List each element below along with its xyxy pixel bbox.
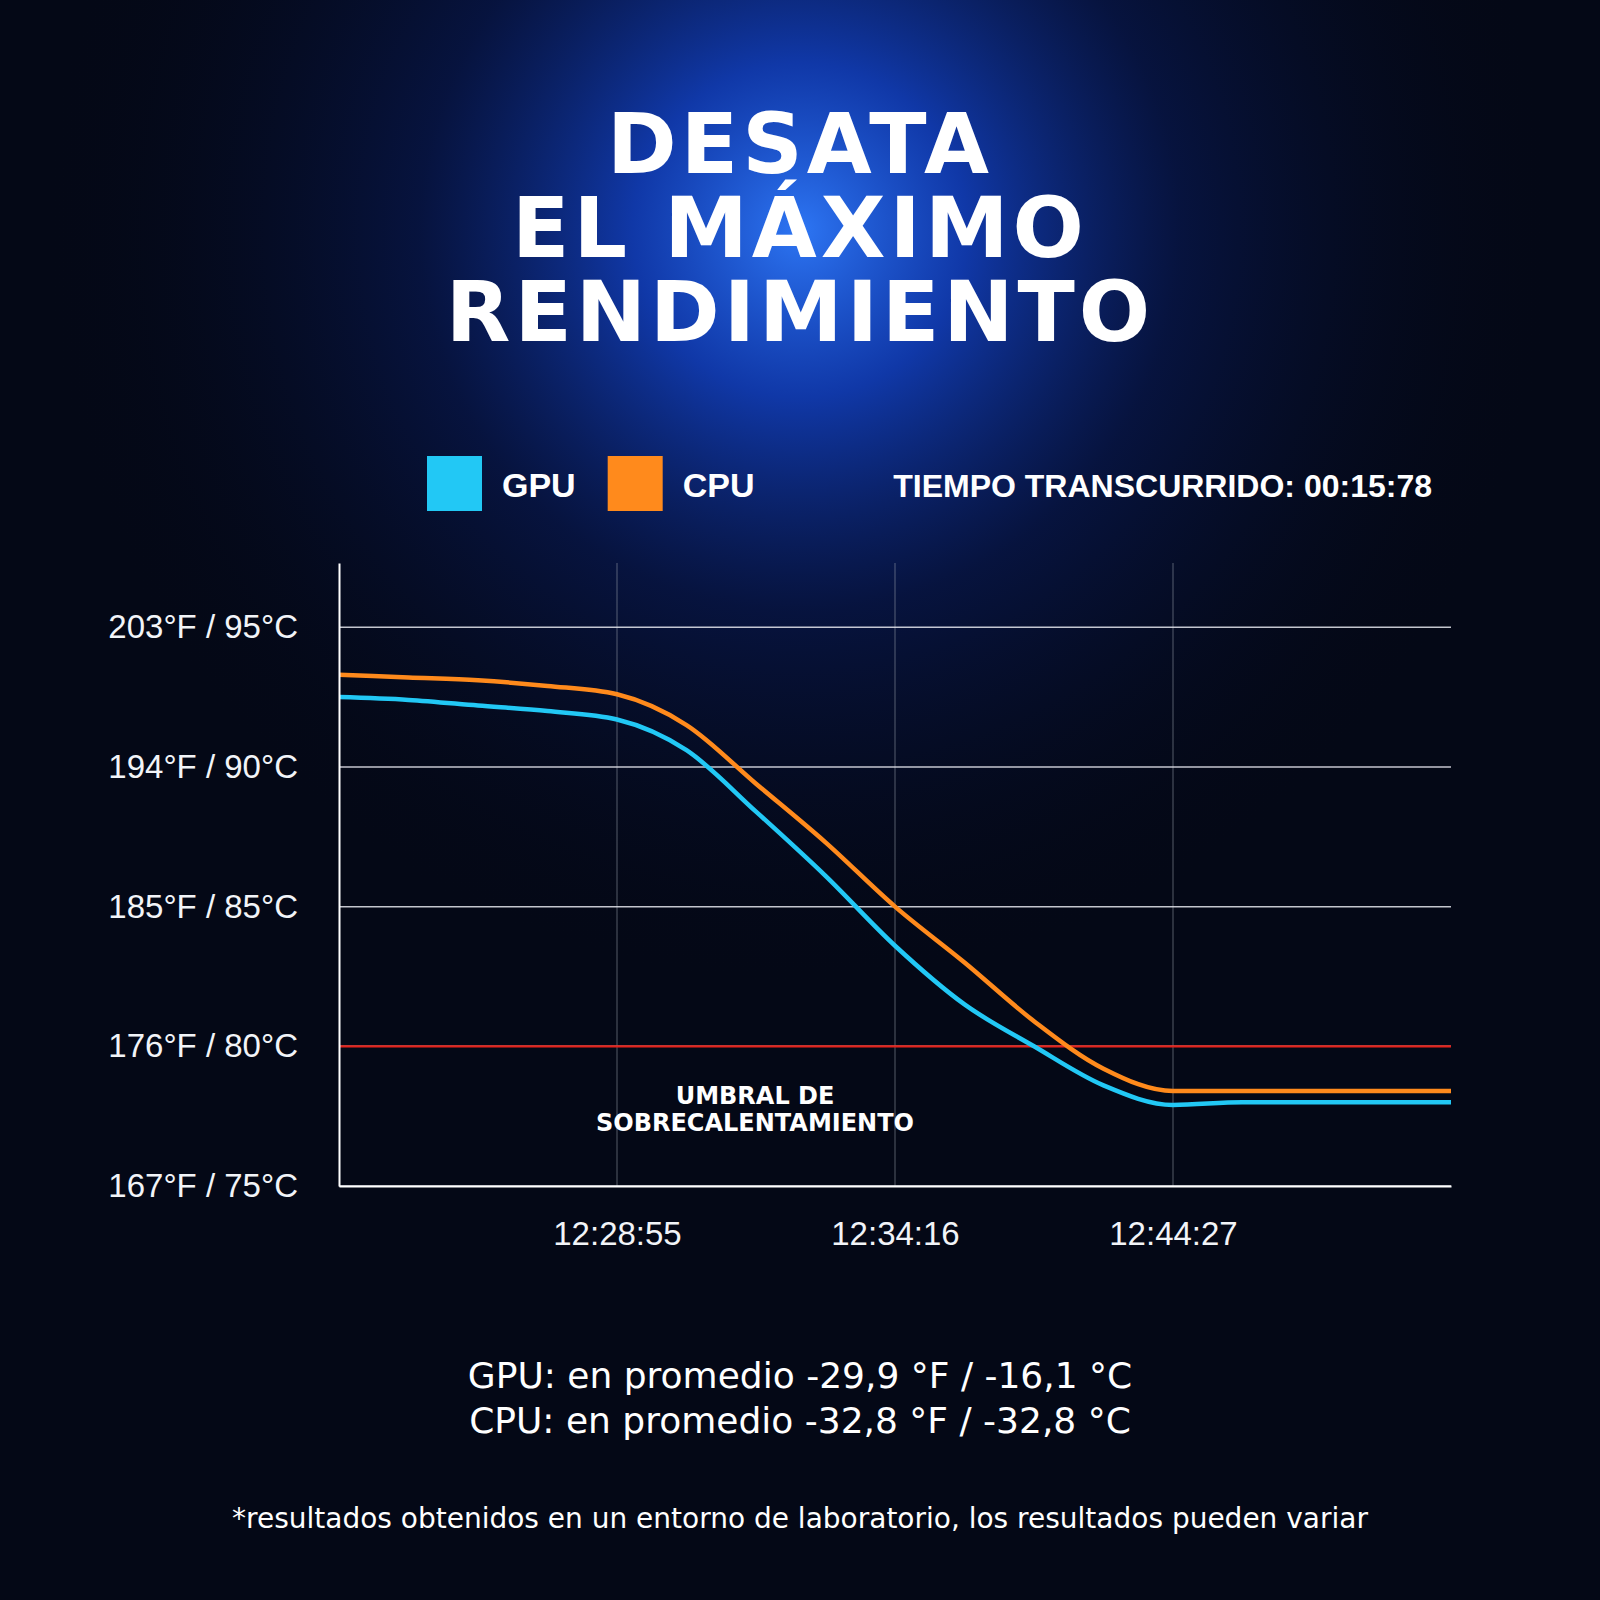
subtitle: TIEMPO TRANSCURRIDO: 00:15:78 <box>893 468 1432 504</box>
legend-item: GPU <box>427 456 576 511</box>
y-tick-label: 167°F / 75°C <box>108 1167 298 1204</box>
background-glow <box>0 0 1600 1600</box>
footnote: *resultados obtenidos en un entorno de l… <box>232 1502 1368 1535</box>
grid-line-x <box>617 563 618 1186</box>
grid-line-y <box>339 766 1451 768</box>
grid <box>339 563 1451 1186</box>
y-axis-line <box>339 564 341 1187</box>
x-tick-label: 12:44:27 <box>1109 1215 1237 1252</box>
y-tick: 176°F / 80°C <box>108 1027 339 1064</box>
legend-item: CPU <box>608 456 755 511</box>
background <box>0 0 1600 1600</box>
annotations: GPU: en promedio -29,9 °F / -16,1 °CCPU:… <box>468 1355 1132 1441</box>
threshold-label: SOBRECALENTAMIENTO <box>596 1109 914 1137</box>
y-tick-label: 185°F / 85°C <box>108 888 298 925</box>
y-tick-label: 203°F / 95°C <box>108 608 298 645</box>
grid-line-y <box>339 627 1451 629</box>
series-line <box>339 697 1451 1105</box>
legend-label: CPU <box>683 466 755 504</box>
x-axis: 12:28:55 12:34:16 12:44:27 <box>340 1186 1452 1252</box>
x-tick-label: 12:34:16 <box>831 1215 959 1252</box>
title: DESATAEL MÁXIMORENDIMIENTO <box>446 95 1155 361</box>
grid-line-y <box>339 1046 1451 1048</box>
threshold-label: UMBRAL DE <box>676 1082 835 1110</box>
grid-line-x <box>895 563 896 1186</box>
y-tick: 203°F / 95°C <box>108 608 339 645</box>
y-tick-label: 176°F / 80°C <box>108 1027 298 1064</box>
annotation: CPU: en promedio -32,8 °F / -32,8 °C <box>469 1400 1131 1441</box>
series-lines <box>339 675 1451 1105</box>
x-tick: 12:34:16 <box>831 1186 959 1252</box>
chart-svg: DESATAEL MÁXIMORENDIMIENTO GPU CPU TIEMPO T… <box>0 0 1600 1600</box>
y-axis: 203°F / 95°C 194°F / 90°C 185°F / 85°C 176°… <box>108 564 339 1205</box>
annotation: GPU: en promedio -29,9 °F / -16,1 °C <box>468 1355 1132 1396</box>
chart-root: DESATAEL MÁXIMORENDIMIENTO GPU CPU TIEMPO T… <box>0 0 1600 1600</box>
legend: GPU CPU <box>427 456 754 511</box>
legend-label: GPU <box>502 466 576 504</box>
threshold-line <box>339 1045 1451 1047</box>
y-tick: 194°F / 90°C <box>108 748 339 785</box>
legend-swatch <box>427 456 482 511</box>
y-tick: 185°F / 85°C <box>108 888 339 925</box>
x-tick: 12:28:55 <box>553 1186 681 1252</box>
y-tick-label: 194°F / 90°C <box>108 748 298 785</box>
x-tick: 12:44:27 <box>1109 1186 1237 1252</box>
grid-line-y <box>339 1185 1451 1187</box>
title-line: RENDIMIENTO <box>446 263 1155 361</box>
legend-swatch <box>608 456 663 511</box>
y-tick: 167°F / 75°C <box>108 1167 339 1204</box>
x-axis-line <box>340 1186 1452 1188</box>
x-tick-label: 12:28:55 <box>553 1215 681 1252</box>
series-line <box>339 675 1451 1091</box>
